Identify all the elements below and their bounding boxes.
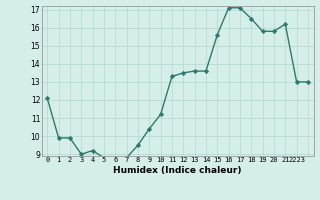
X-axis label: Humidex (Indice chaleur): Humidex (Indice chaleur) <box>113 166 242 175</box>
